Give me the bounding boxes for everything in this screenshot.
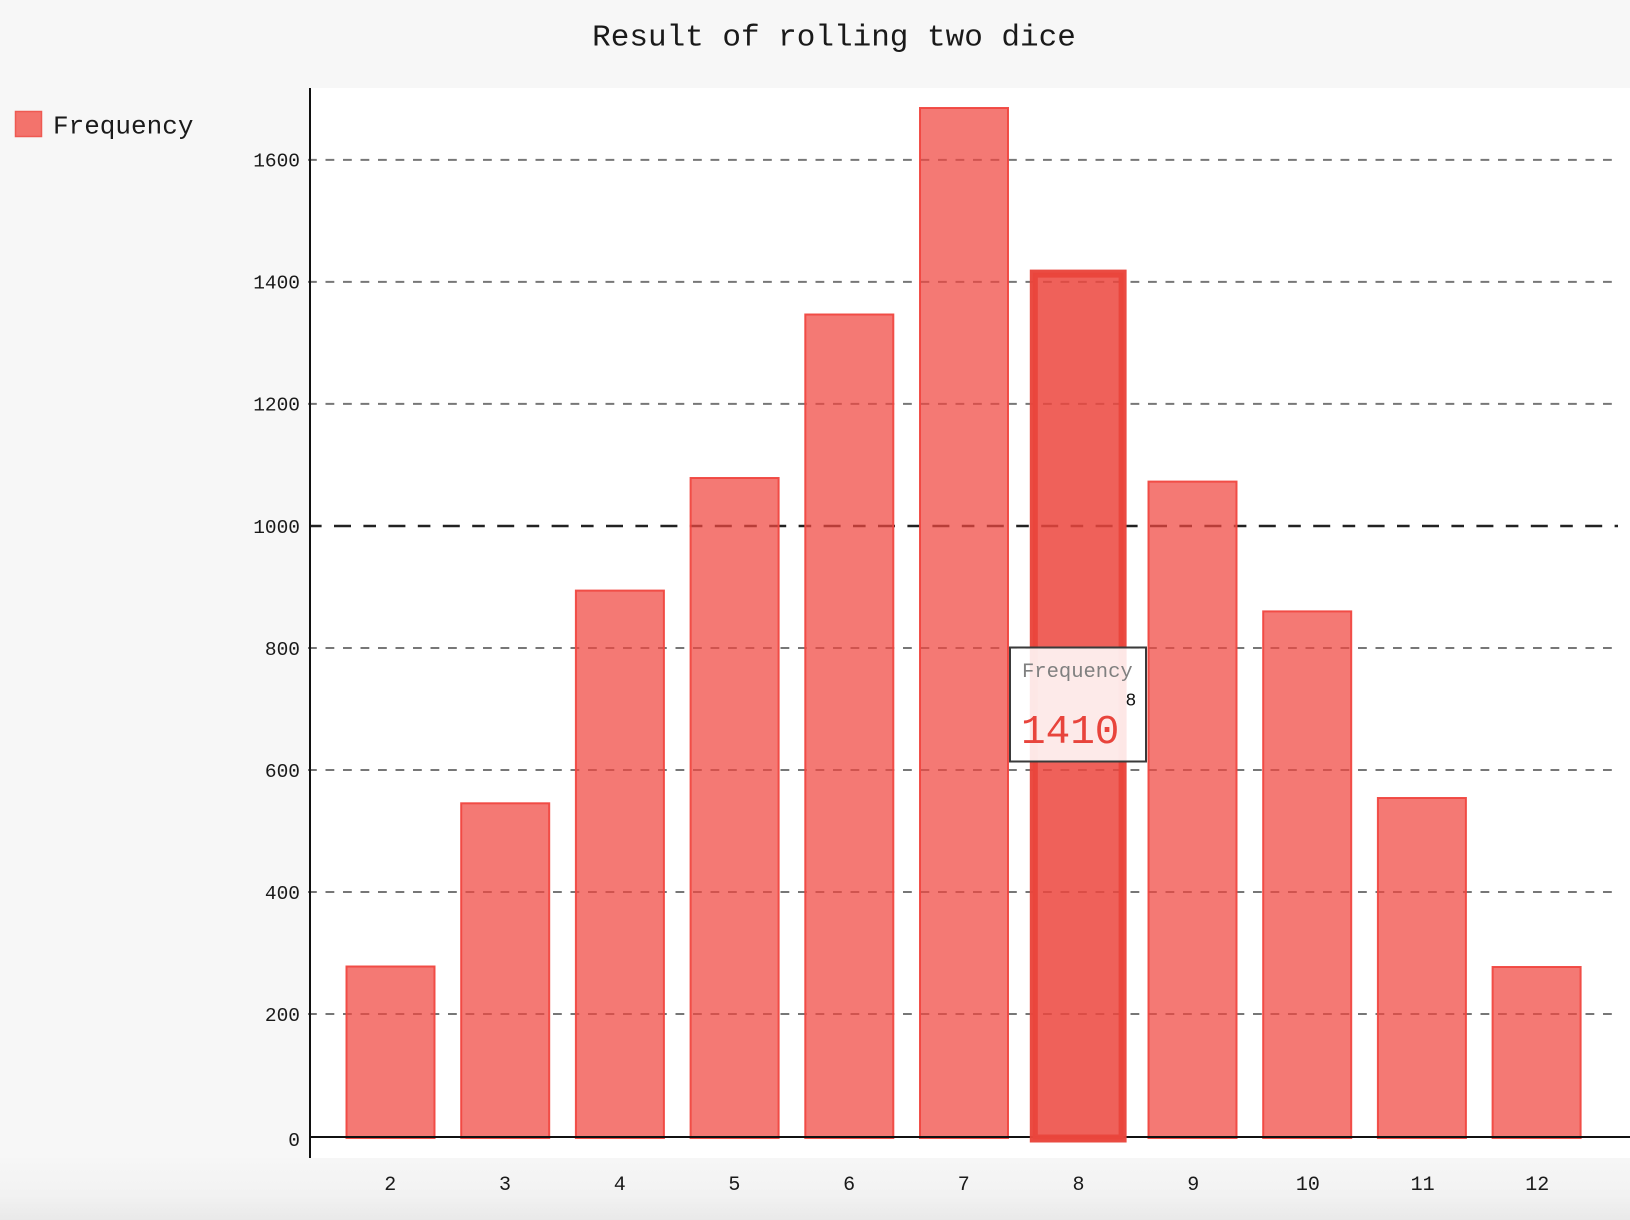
svg-text:9: 9 [1187, 1174, 1199, 1197]
svg-text:2: 2 [384, 1174, 396, 1197]
svg-text:1400: 1400 [253, 273, 300, 295]
svg-text:12: 12 [1525, 1174, 1549, 1197]
svg-text:3: 3 [499, 1174, 511, 1197]
svg-text:6: 6 [843, 1174, 855, 1197]
svg-text:10: 10 [1296, 1174, 1320, 1197]
svg-text:200: 200 [265, 1005, 300, 1027]
svg-text:1200: 1200 [253, 395, 300, 417]
svg-text:1410: 1410 [1021, 710, 1119, 756]
svg-text:8: 8 [1072, 1174, 1084, 1197]
svg-text:1000: 1000 [253, 517, 300, 539]
svg-text:0: 0 [288, 1130, 300, 1152]
svg-text:7: 7 [958, 1174, 970, 1197]
svg-text:600: 600 [265, 761, 300, 783]
svg-text:400: 400 [265, 883, 300, 905]
svg-text:1600: 1600 [253, 151, 300, 173]
svg-text:800: 800 [265, 639, 300, 661]
svg-text:4: 4 [614, 1174, 626, 1197]
svg-text:11: 11 [1411, 1174, 1435, 1197]
svg-text:Frequency: Frequency [1022, 661, 1133, 684]
svg-text:8: 8 [1126, 692, 1137, 712]
svg-text:Result of rolling two dice: Result of rolling two dice [592, 21, 1076, 56]
svg-text:5: 5 [728, 1174, 740, 1197]
svg-text:Frequency: Frequency [53, 112, 193, 142]
